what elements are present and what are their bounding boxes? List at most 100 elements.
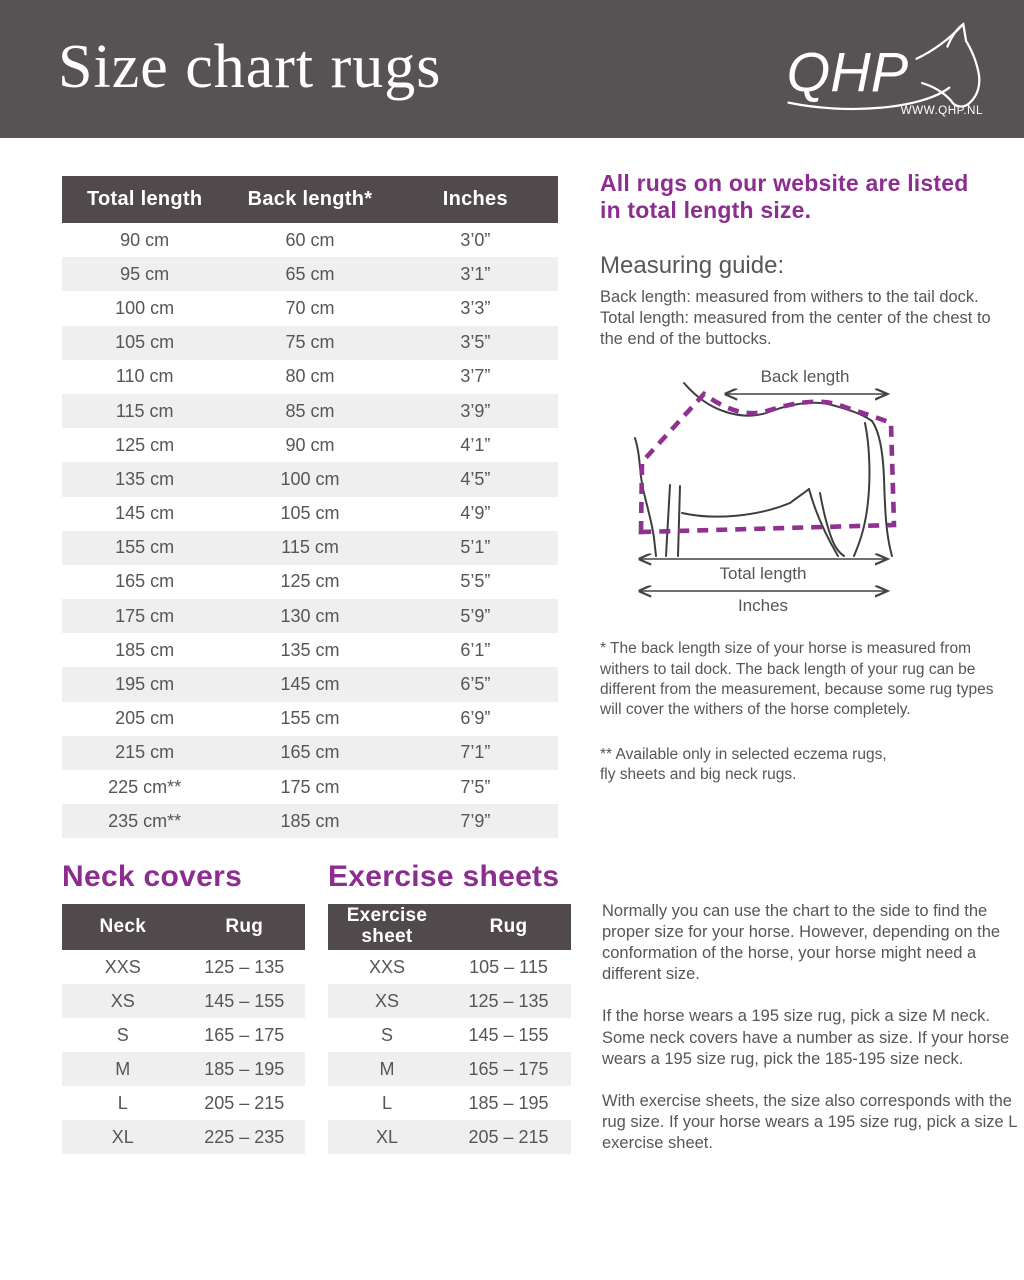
table-cell: 4’1” [460, 434, 491, 455]
table-cell: 185 – 195 [204, 1058, 285, 1079]
table-row: S 165 – 175 [62, 1018, 305, 1052]
table-cell: 7’9” [460, 810, 491, 831]
table-cell: 75 cm [285, 332, 335, 353]
exercise-sheets-table: Exercise sheet Rug XXS 105 – 115 XS 125 – 1… [328, 904, 571, 1154]
note-general: Normally you can use the chart to the si… [602, 902, 1001, 984]
table-cell: 100 cm [115, 297, 175, 318]
table-cell: 4’9” [460, 503, 491, 524]
table-cell: XL [375, 1126, 399, 1147]
table-cell: 205 – 215 [204, 1092, 285, 1113]
table-cell: M [115, 1058, 131, 1079]
table-row: 185 cm 135 cm 6’1” [62, 633, 558, 667]
table-row: 105 cm 75 cm 3’5” [62, 325, 558, 360]
table-cell: 7’1” [460, 742, 491, 763]
table-cell: 225 – 235 [204, 1126, 285, 1147]
measuring-sidebar: All rugs on our website are listed in to… [600, 170, 1010, 786]
rug-size-table-head: Total length Back length* Inches [62, 176, 558, 223]
table-cell: 130 cm [280, 605, 340, 626]
note-exercise-sheets: With exercise sheets, the size also corr… [602, 1091, 1017, 1152]
table-cell: XL [111, 1126, 134, 1147]
rug-size-table-section: Total length Back length* Inches 90 cm 60… [62, 176, 558, 839]
table-cell: 185 cm [280, 810, 340, 831]
horse-face-line [950, 39, 981, 108]
footnote-availability: ** Available only in selected eczema rug… [600, 745, 887, 784]
neck-covers-table-head: Neck Rug [62, 904, 305, 950]
table-cell: 6’1” [460, 639, 491, 660]
table-cell: 3’9” [460, 400, 491, 421]
diagram-total-length-label: Total length [720, 564, 807, 583]
table-row: XS 145 – 155 [62, 984, 305, 1018]
rug-size-table: Total length Back length* Inches 90 cm 60… [62, 176, 558, 839]
table-cell: 115 cm [281, 537, 339, 558]
footnote-back-length: * The back length size of your horse is … [600, 640, 994, 719]
table-cell: 5’5” [460, 571, 491, 592]
table-cell: 3’0” [460, 229, 491, 250]
column-header-total-length: Total length [62, 176, 228, 223]
table-row: 115 cm 85 cm 3’9” [62, 393, 558, 429]
page-header: Size chart rugs QHP WWW.QHP.NL [0, 0, 1024, 138]
table-cell: 105 cm [280, 503, 340, 524]
table-cell: 3’3” [460, 297, 491, 318]
table-cell: 90 cm [285, 434, 335, 455]
logo-swoosh-line [787, 86, 951, 111]
table-cell: 125 cm [115, 434, 175, 455]
table-cell: 5’9” [460, 605, 491, 626]
neck-covers-section: Neck covers Neck Rug XXS 125 – 135 XS 145 –… [62, 860, 305, 1154]
table-header-row: Neck Rug [62, 904, 305, 950]
table-cell: 165 cm [115, 571, 175, 592]
table-cell: 205 cm [115, 708, 175, 729]
table-cell: 105 – 115 [469, 956, 548, 977]
table-cell: 3’7” [460, 366, 491, 387]
table-row: 155 cm 115 cm 5’1” [62, 530, 558, 565]
table-row: 195 cm 145 cm 6’5” [62, 667, 558, 702]
table-cell: 6’9” [460, 708, 491, 729]
table-row: XL 205 – 215 [328, 1120, 571, 1154]
table-row: 125 cm 90 cm 4’1” [62, 428, 558, 462]
table-cell: 125 – 135 [204, 956, 285, 977]
table-row: 95 cm 65 cm 3’1” [62, 257, 558, 292]
table-row: XL 225 – 235 [62, 1120, 305, 1154]
column-header-neck: Neck [62, 904, 184, 950]
table-row: 235 cm** 185 cm 7’9” [62, 804, 558, 839]
table-row: XXS 125 – 135 [62, 950, 305, 984]
page-title: Size chart rugs [58, 33, 442, 101]
column-header-back-length: Back length* [227, 176, 393, 223]
exercise-sheets-title: Exercise sheets [328, 860, 560, 893]
note-neck-covers: If the horse wears a 195 size rug, pick … [602, 1007, 1010, 1068]
table-cell: 5’1” [460, 537, 491, 558]
table-row: 100 cm 70 cm 3’3” [62, 291, 558, 325]
table-cell: 165 – 175 [204, 1024, 285, 1045]
table-row: 175 cm 130 cm 5’9” [62, 599, 558, 634]
table-cell: 95 cm [120, 263, 170, 284]
table-cell: 225 cm** [108, 776, 182, 797]
table-cell: 145 – 155 [468, 1024, 549, 1045]
table-cell: XXS [104, 956, 141, 977]
logo-url: WWW.QHP.NL [901, 104, 983, 117]
table-cell: 205 – 215 [468, 1126, 549, 1147]
table-row: 165 cm 125 cm 5’5” [62, 565, 558, 599]
table-cell: 125 – 135 [468, 990, 549, 1011]
table-cell: 110 cm [115, 366, 174, 387]
table-cell: 80 cm [285, 366, 335, 387]
table-cell: 65 cm [285, 263, 335, 284]
guide-back-length-line: Back length: measured from withers to th… [600, 288, 979, 307]
table-header-row: Exercise sheet Rug [328, 904, 571, 950]
table-cell: 105 cm [115, 332, 175, 353]
rug-size-table-body: 90 cm 60 cm 3’0” 95 cm 65 cm 3’1” 100 cm 70 cm 3… [62, 223, 558, 839]
table-row: L 185 – 195 [328, 1086, 571, 1120]
measuring-guide-title: Measuring guide: [600, 252, 785, 280]
table-cell: 165 – 175 [468, 1058, 549, 1079]
table-row: 225 cm** 175 cm 7’5” [62, 770, 558, 804]
table-cell: 145 – 155 [204, 990, 285, 1011]
table-cell: S [380, 1024, 393, 1045]
exercise-sheets-section: Exercise sheets Exercise sheet Rug XXS 10… [328, 860, 571, 1154]
column-header-inches: Inches [392, 176, 558, 223]
table-cell: 195 cm [115, 674, 175, 695]
diagram-inches-label: Inches [738, 596, 788, 615]
neck-covers-table-body: XXS 125 – 135 XS 145 – 155 S 165 – 175 M 185 – … [62, 950, 305, 1154]
horse-measuring-diagram: Back length Total length Inches [634, 367, 897, 615]
neck-covers-table: Neck Rug XXS 125 – 135 XS 145 – 155 S 165 – 1… [62, 904, 305, 1154]
sizing-notes: Normally you can use the chart to the si… [602, 901, 1024, 1175]
table-row: 205 cm 155 cm 6’9” [62, 702, 558, 736]
table-cell: XXS [368, 956, 406, 977]
